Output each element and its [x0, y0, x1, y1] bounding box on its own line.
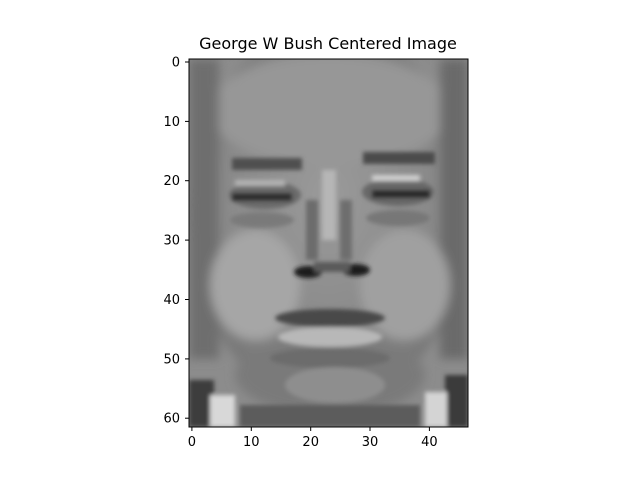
y-tick-label: 0	[172, 56, 180, 71]
face-image	[189, 59, 468, 427]
y-tick-label: 40	[163, 293, 180, 308]
axes-frame	[188, 58, 469, 428]
y-axis: 0 10 20 30 40 50 60	[163, 56, 189, 427]
y-tick-label: 10	[163, 115, 180, 130]
y-tick-label: 30	[163, 234, 180, 249]
y-tick-label: 50	[163, 352, 180, 367]
y-tick-label: 20	[163, 174, 180, 189]
x-tick-label: 20	[302, 435, 319, 450]
x-tick-label: 10	[243, 435, 260, 450]
plot-title: George W Bush Centered Image	[199, 34, 457, 53]
x-tick-label: 0	[188, 435, 196, 450]
y-tick-label: 60	[163, 412, 180, 427]
x-tick-label: 40	[421, 435, 438, 450]
x-tick-label: 30	[362, 435, 379, 450]
x-axis: 0 10 20 30 40	[188, 427, 438, 450]
